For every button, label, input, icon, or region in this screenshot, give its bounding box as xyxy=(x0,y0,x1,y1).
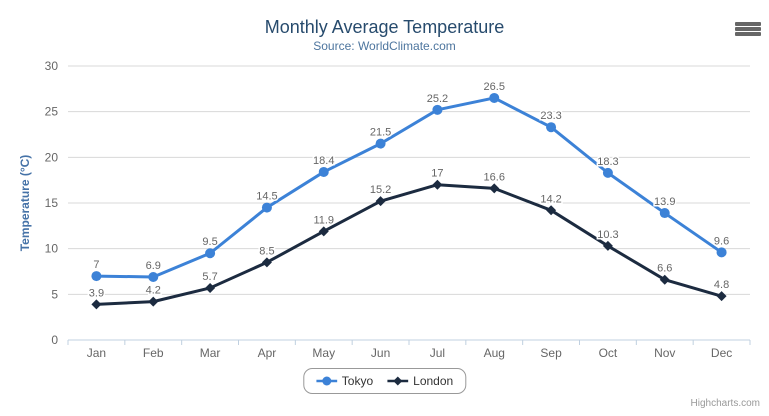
london-data-label: 5.7 xyxy=(202,271,217,283)
london-data-label: 3.9 xyxy=(89,287,104,299)
y-axis-tick-label: 15 xyxy=(45,196,59,210)
credits-link[interactable]: Highcharts.com xyxy=(690,398,760,409)
tokyo-data-point[interactable] xyxy=(602,167,613,178)
x-axis-tick-label: Nov xyxy=(654,346,675,360)
tokyo-data-point[interactable] xyxy=(375,138,386,149)
london-data-point[interactable] xyxy=(602,240,613,251)
london-data-point[interactable] xyxy=(546,205,557,216)
london-data-label: 8.5 xyxy=(259,245,274,257)
legend: Tokyo London xyxy=(302,368,467,394)
tokyo-data-point[interactable] xyxy=(91,271,102,282)
london-series-icon xyxy=(387,376,409,386)
y-axis-title: Temperature (°C) xyxy=(18,154,32,252)
tokyo-data-label: 25.2 xyxy=(427,93,448,105)
london-data-point[interactable] xyxy=(205,282,216,293)
chart-subtitle: Source: WorldClimate.com xyxy=(313,39,456,53)
tokyo-data-point[interactable] xyxy=(659,208,670,219)
london-data-point[interactable] xyxy=(318,226,329,237)
tokyo-data-label: 7 xyxy=(93,259,99,271)
x-axis-tick-label: Sep xyxy=(540,346,562,360)
y-axis-tick-label: 0 xyxy=(51,333,58,347)
tokyo-data-label: 6.9 xyxy=(146,260,161,272)
tokyo-series-icon xyxy=(315,376,337,386)
tokyo-data-label: 21.5 xyxy=(370,127,391,139)
tokyo-data-point[interactable] xyxy=(318,166,329,177)
tokyo-data-label: 23.3 xyxy=(540,110,561,122)
tokyo-data-label: 18.4 xyxy=(313,155,334,167)
london-data-point[interactable] xyxy=(261,257,272,268)
x-axis-tick-label: Apr xyxy=(258,346,277,360)
london-data-label: 10.3 xyxy=(597,229,618,241)
tokyo-series-line xyxy=(94,96,724,279)
london-data-point[interactable] xyxy=(716,291,727,302)
x-axis-tick-label: Feb xyxy=(143,346,164,360)
tokyo-data-label: 9.6 xyxy=(714,235,729,247)
london-data-label: 11.9 xyxy=(313,214,334,226)
london-data-label: 16.6 xyxy=(484,171,505,183)
tokyo-data-label: 13.9 xyxy=(654,196,675,208)
tokyo-data-point[interactable] xyxy=(205,248,216,259)
tokyo-data-point[interactable] xyxy=(148,271,159,282)
legend-item-tokyo[interactable]: Tokyo xyxy=(315,374,374,388)
hamburger-bar xyxy=(735,27,761,31)
london-data-point[interactable] xyxy=(91,299,102,310)
chart-title: Monthly Average Temperature xyxy=(264,17,505,37)
london-data-point[interactable] xyxy=(148,296,159,307)
tokyo-data-label: 14.5 xyxy=(256,191,277,203)
x-axis-tick-label: Mar xyxy=(200,346,221,360)
hamburger-menu-icon[interactable] xyxy=(735,22,761,36)
tokyo-data-point[interactable] xyxy=(716,247,727,258)
london-data-point[interactable] xyxy=(375,196,386,207)
tokyo-data-label: 26.5 xyxy=(484,81,505,93)
legend-item-london[interactable]: London xyxy=(387,374,453,388)
legend-label-tokyo: Tokyo xyxy=(341,374,374,388)
x-axis-tick-label: Jul xyxy=(430,346,445,360)
tokyo-data-point[interactable] xyxy=(261,202,272,213)
y-axis-tick-label: 5 xyxy=(51,287,58,301)
tokyo-data-point[interactable] xyxy=(546,122,557,133)
london-data-label: 17 xyxy=(431,168,443,180)
tokyo-data-point[interactable] xyxy=(489,92,500,103)
legend-label-london: London xyxy=(413,374,454,388)
y-axis-tick-label: 30 xyxy=(45,59,59,73)
tokyo-data-point[interactable] xyxy=(432,104,443,115)
london-data-label: 4.8 xyxy=(714,279,729,291)
tokyo-data-label: 9.5 xyxy=(202,236,217,248)
hamburger-bar xyxy=(735,32,761,36)
x-axis-tick-label: Jan xyxy=(87,346,106,360)
x-axis-tick-label: Aug xyxy=(484,346,505,360)
x-axis-tick-label: Dec xyxy=(711,346,732,360)
london-data-label: 6.6 xyxy=(657,263,672,275)
london-data-label: 15.2 xyxy=(370,184,391,196)
london-data-point[interactable] xyxy=(432,179,443,190)
london-data-label: 4.2 xyxy=(146,285,161,297)
x-axis-tick-label: Oct xyxy=(599,346,618,360)
london-data-label: 14.2 xyxy=(540,193,561,205)
london-data-point[interactable] xyxy=(659,274,670,285)
x-axis-tick-label: Jun xyxy=(371,346,390,360)
tokyo-data-label: 18.3 xyxy=(597,156,618,168)
y-axis-tick-label: 25 xyxy=(45,105,59,119)
y-axis-tick-label: 10 xyxy=(45,242,59,256)
london-data-point[interactable] xyxy=(489,183,500,194)
hamburger-bar xyxy=(735,22,761,26)
y-axis-tick-label: 20 xyxy=(45,150,59,164)
london-series-line xyxy=(94,183,724,306)
x-axis-tick-label: May xyxy=(312,346,335,360)
